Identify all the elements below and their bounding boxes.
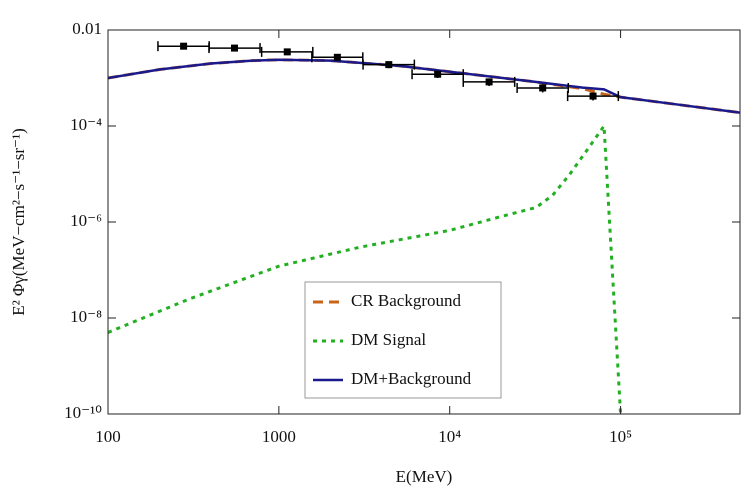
y-tick-label: 10⁻¹⁰ <box>64 403 102 422</box>
data-point <box>385 61 393 69</box>
series-line <box>108 58 740 114</box>
plot-area <box>108 41 740 414</box>
legend-label: DM+Background <box>351 369 472 388</box>
y-axis-label: E² Φγ(MeV−cm²−s⁻¹−sr⁻¹) <box>9 128 28 316</box>
x-tick-label: 10⁵ <box>609 427 632 446</box>
data-point <box>230 44 238 52</box>
data-point <box>434 70 442 78</box>
data-point <box>333 53 341 61</box>
legend-label: CR Background <box>351 291 462 310</box>
x-tick-label: 10⁴ <box>438 427 461 446</box>
data-point <box>485 78 493 86</box>
data-point <box>589 92 597 100</box>
x-tick-label: 100 <box>95 427 121 446</box>
legend-label: DM Signal <box>351 330 426 349</box>
x-axis-label: E(MeV) <box>396 467 453 486</box>
data-point <box>539 84 547 92</box>
series-line <box>108 121 623 414</box>
y-tick-label: 10⁻⁴ <box>70 115 102 134</box>
data-point <box>180 42 188 50</box>
data-point <box>283 48 291 56</box>
y-tick-label: 0.01 <box>72 19 102 38</box>
x-tick-label: 1000 <box>262 427 296 446</box>
y-tick-label: 10⁻⁶ <box>70 211 102 230</box>
y-tick-label: 10⁻⁸ <box>70 307 102 326</box>
